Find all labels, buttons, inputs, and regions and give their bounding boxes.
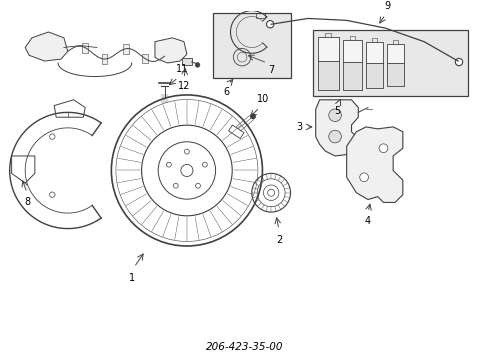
Circle shape xyxy=(360,173,368,181)
Circle shape xyxy=(195,63,200,67)
Text: 2: 2 xyxy=(276,235,282,246)
Text: 11: 11 xyxy=(176,64,188,74)
Text: 9: 9 xyxy=(384,1,391,11)
Bar xyxy=(143,54,148,63)
Text: 3: 3 xyxy=(296,122,302,132)
Text: 5: 5 xyxy=(334,105,340,116)
Text: 206-423-35-00: 206-423-35-00 xyxy=(206,342,284,352)
Polygon shape xyxy=(316,100,358,156)
Text: 12: 12 xyxy=(178,81,190,91)
Bar xyxy=(213,13,291,78)
Bar xyxy=(182,58,192,65)
Bar xyxy=(366,63,384,88)
Circle shape xyxy=(329,109,342,122)
Polygon shape xyxy=(25,32,68,61)
Circle shape xyxy=(329,130,342,143)
Text: 7: 7 xyxy=(268,65,274,75)
Bar xyxy=(123,44,129,54)
Bar xyxy=(388,63,404,86)
Text: 4: 4 xyxy=(365,216,371,226)
Circle shape xyxy=(455,58,463,66)
Text: 1: 1 xyxy=(129,273,136,283)
Circle shape xyxy=(379,144,388,153)
Bar xyxy=(102,54,107,64)
Text: 6: 6 xyxy=(223,87,230,97)
Circle shape xyxy=(267,21,274,28)
Text: 8: 8 xyxy=(24,197,30,207)
Bar xyxy=(343,40,362,90)
Bar xyxy=(318,61,339,90)
Bar xyxy=(366,42,384,88)
Bar xyxy=(388,44,404,86)
Bar xyxy=(82,43,88,53)
Bar xyxy=(313,30,468,96)
Bar xyxy=(318,37,339,90)
Bar xyxy=(256,13,266,18)
Text: 10: 10 xyxy=(257,94,270,104)
Circle shape xyxy=(250,114,256,119)
Bar xyxy=(343,62,362,90)
Polygon shape xyxy=(347,127,403,202)
Polygon shape xyxy=(155,38,187,63)
